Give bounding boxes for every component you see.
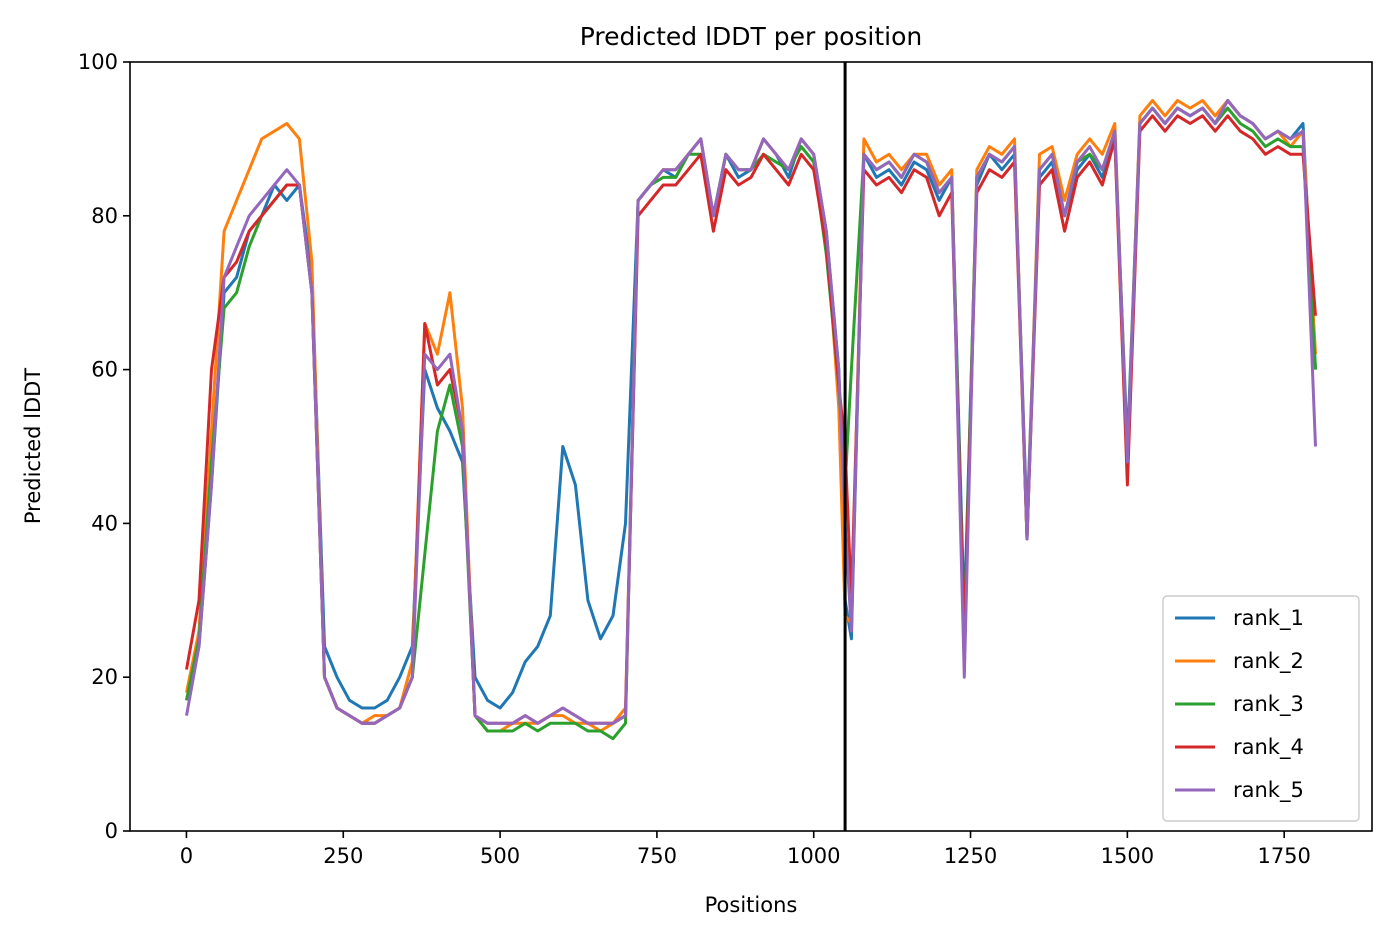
- y-tick-label: 100: [78, 50, 118, 74]
- x-axis-title: Positions: [705, 893, 798, 917]
- plot-frame: [129, 61, 1373, 832]
- chart-title: Predicted lDDT per position: [580, 22, 922, 51]
- series-line-rank-1: [185, 99, 1317, 710]
- plot-area: 0 250 500 750 1000 1250 1500 1750 0 20 40 60 80 100: [78, 50, 1373, 868]
- series-line-rank-5: [185, 99, 1317, 725]
- x-tick-label: 1000: [787, 844, 840, 868]
- legend-frame: [1162, 595, 1360, 822]
- y-tick-label: 40: [91, 511, 118, 535]
- legend-label: rank_1: [1233, 606, 1304, 631]
- y-tick-label: 80: [91, 204, 118, 228]
- y-axis-title: Predicted lDDT: [21, 368, 45, 524]
- series-line-rank-3: [185, 106, 1317, 741]
- x-tick-label: 1500: [1101, 844, 1154, 868]
- x-tick-label: 0: [180, 844, 193, 868]
- x-tick-label: 750: [637, 844, 677, 868]
- y-tick-label: 0: [105, 819, 118, 843]
- legend: rank_1 rank_2 rank_3 rank_4 rank_5: [1162, 595, 1360, 822]
- x-tick-label: 250: [323, 844, 363, 868]
- x-tick-label: 1250: [944, 844, 997, 868]
- y-axis-ticks: 0 20 40 60 80 100: [78, 50, 130, 843]
- series-group: [185, 99, 1317, 741]
- legend-label: rank_5: [1233, 778, 1304, 803]
- x-tick-label: 500: [480, 844, 520, 868]
- series-line-rank-2: [185, 99, 1317, 733]
- legend-label: rank_2: [1233, 649, 1304, 674]
- y-tick-label: 60: [91, 358, 118, 382]
- legend-label: rank_4: [1233, 735, 1304, 760]
- x-tick-label: 1750: [1257, 844, 1310, 868]
- y-tick-label: 20: [91, 665, 118, 689]
- x-axis-ticks: 0 250 500 750 1000 1250 1500 1750: [180, 831, 1311, 868]
- legend-label: rank_3: [1233, 692, 1304, 717]
- series-line-rank-4: [185, 114, 1317, 725]
